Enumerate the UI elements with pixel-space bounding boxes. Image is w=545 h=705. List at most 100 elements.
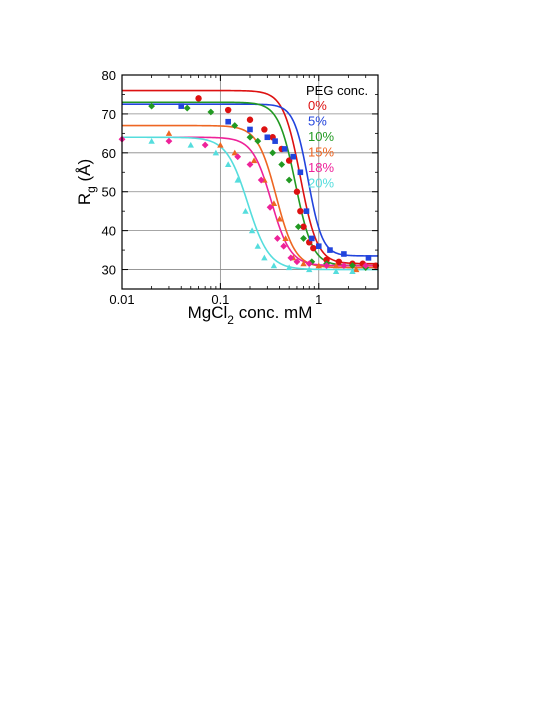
marker-15pct [231,149,238,156]
fit-curve-0pct [122,89,378,265]
marker-15pct [250,157,258,164]
marker-15pct [352,266,360,273]
marker-0pct [300,223,307,230]
marker-15pct [332,262,340,269]
marker-15pct [282,235,289,241]
marker-20pct [212,149,220,156]
marker-5pct [225,118,231,125]
x-axis-title-main: MgCl [188,303,228,322]
marker-0pct [323,256,330,264]
marker-10pct [254,137,262,145]
marker-18pct [323,262,330,270]
marker-5pct [315,243,322,249]
marker-0pct [293,188,301,195]
marker-0pct [310,244,317,252]
marker-18pct [280,242,288,250]
marker-20pct [261,254,268,261]
fit-curve-20pct [122,136,378,271]
legend-entry-18pct: 18% [308,160,334,175]
marker-20pct [349,268,356,275]
marker-18pct [305,260,313,268]
marker-10pct [231,122,239,129]
legend: PEG conc. 0%5%10%15%18%20% [306,83,368,191]
x-tick-label: 0.1 [211,292,229,307]
marker-0pct [224,106,232,114]
legend-entry-10pct: 10% [308,129,334,144]
marker-5pct [297,169,304,176]
marker-10pct [269,149,277,157]
marker-18pct [293,258,301,266]
legend-entry-15pct: 15% [308,145,334,160]
y-tick-label: 50 [102,185,116,200]
marker-5pct [290,153,297,160]
marker-20pct [234,176,241,183]
legend-entry-5pct: 5% [308,114,327,129]
marker-0pct [297,207,304,215]
legend-entry-0pct: 0% [308,98,327,113]
marker-5pct [264,134,271,141]
marker-18pct [266,203,274,211]
marker-18pct [234,153,242,161]
legend-title: PEG conc. [306,83,368,98]
marker-20pct [248,227,256,234]
marker-0pct [261,126,268,133]
x-tick-label: 1 [315,292,322,307]
y-tick-label: 70 [102,107,116,122]
y-tick-label: 60 [102,146,116,161]
marker-20pct [187,141,194,148]
marker-0pct [246,116,254,123]
x-axis-title: MgCl2 conc. mM [188,303,313,327]
marker-5pct [341,251,347,257]
x-tick-label: 0.01 [109,292,134,307]
marker-5pct [281,146,288,152]
marker-10pct [294,223,302,231]
marker-10pct [246,133,254,141]
marker-18pct [340,262,348,270]
marker-20pct [270,262,278,269]
marker-10pct [207,108,215,116]
marker-20pct [224,161,232,168]
marker-18pct [246,161,254,168]
marker-20pct [242,207,249,214]
marker-20pct [285,264,293,271]
marker-15pct [276,215,283,222]
marker-20pct [254,243,261,249]
y-axis-title-main: R [75,193,94,205]
legend-entry-20pct: 20% [308,176,334,191]
marker-5pct [178,103,185,109]
marker-18pct [201,141,209,149]
marker-10pct [300,235,307,242]
y-axis-title-sub: g [84,186,98,193]
plot-area [122,75,378,289]
marker-5pct [272,138,278,144]
marker-5pct [247,126,253,133]
marker-18pct [287,254,295,262]
fit-curve-5pct [122,103,378,257]
marker-10pct [278,161,286,168]
marker-0pct [195,95,202,102]
marker-15pct [165,130,173,136]
tick-labels: 0.01 0.1 1 30 40 50 60 70 80 [102,68,323,307]
grid [122,75,378,289]
marker-15pct [270,200,278,206]
marker-20pct [332,268,340,275]
marker-5pct [327,247,333,253]
marker-10pct [349,262,356,270]
marker-0pct [335,258,343,265]
marker-10pct [183,104,191,112]
x-axis-title-sub: 2 [227,313,234,327]
y-tick-label: 80 [102,68,116,83]
marker-5pct [365,255,372,261]
data-markers [118,95,380,275]
marker-18pct [362,262,370,270]
marker-5pct [303,208,310,214]
y-tick-label: 30 [102,263,116,278]
y-axis-title-unit: (Å) [75,159,94,186]
y-axis-title: Rg (Å) [75,159,98,205]
marker-18pct [165,137,173,145]
axis-ticks [121,74,379,290]
marker-5pct [309,235,315,242]
marker-10pct [148,102,156,110]
y-tick-label: 40 [102,224,116,239]
